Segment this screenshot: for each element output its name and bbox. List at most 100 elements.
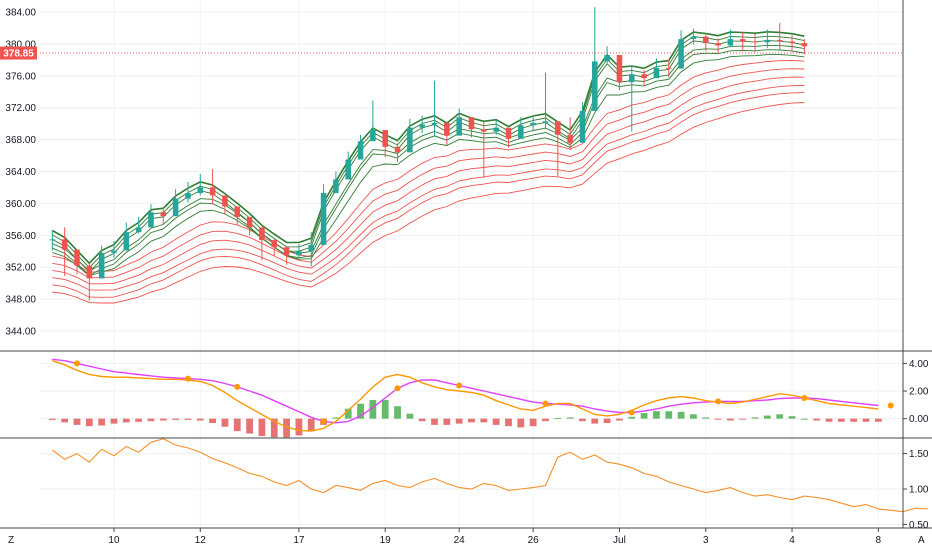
macd-histogram-bar — [788, 416, 796, 419]
candle-up[interactable] — [345, 159, 351, 180]
candle-down[interactable] — [789, 41, 795, 44]
candle-up[interactable] — [135, 227, 142, 233]
macd-histogram-bar — [443, 418, 451, 425]
macd-histogram-bar — [61, 418, 69, 423]
candle-up[interactable] — [493, 127, 499, 132]
macd-histogram-bar — [455, 418, 463, 424]
macd-histogram-bar — [702, 417, 710, 419]
candle-down[interactable] — [259, 227, 265, 241]
candle-up[interactable] — [333, 179, 339, 194]
candle-down[interactable] — [641, 74, 647, 79]
axes-layer: 384.00380.00376.00372.00368.00364.00360.… — [5, 7, 928, 546]
current-price-tag: 378.85 — [0, 46, 37, 60]
candle-up[interactable] — [518, 125, 524, 139]
candle-up[interactable] — [456, 117, 462, 136]
cross-marker — [394, 385, 401, 392]
candle-up[interactable] — [542, 121, 549, 123]
price-tick-label: 364.00 — [5, 167, 36, 178]
price-tick-label: 344.00 — [5, 327, 36, 338]
candle-down[interactable] — [61, 239, 68, 250]
candle-up[interactable] — [431, 122, 438, 125]
candle-up[interactable] — [111, 250, 117, 253]
fast-ma-line — [52, 54, 805, 277]
candle-up[interactable] — [172, 198, 179, 217]
macd-histogram-bar — [381, 400, 389, 419]
candle-up[interactable] — [296, 251, 302, 256]
price-tick-label: 384.00 — [5, 7, 36, 18]
candle-down[interactable] — [271, 240, 278, 248]
candle-down[interactable] — [160, 212, 167, 217]
macd-histogram-bar — [616, 418, 623, 421]
time-tick-label: 19 — [380, 535, 392, 546]
macd-histogram-bar — [258, 418, 266, 437]
candle-down[interactable] — [776, 39, 783, 42]
candle-up[interactable] — [197, 187, 204, 194]
macd-histogram-bar — [653, 411, 660, 419]
candle-up[interactable] — [49, 239, 56, 241]
candle-down[interactable] — [468, 117, 475, 130]
macd-histogram-bar — [369, 400, 377, 419]
cross-marker — [628, 409, 635, 416]
lower-tick-label: 0.50 — [909, 520, 929, 531]
candle-down[interactable] — [481, 129, 487, 132]
candle-down[interactable] — [555, 121, 561, 135]
candle-down[interactable] — [222, 195, 228, 207]
candle-down[interactable] — [665, 67, 672, 69]
candle-up[interactable] — [592, 61, 598, 111]
candle-down[interactable] — [86, 265, 93, 279]
candle-down[interactable] — [739, 39, 746, 42]
candle-down[interactable] — [283, 247, 290, 256]
macd-histogram-bar — [332, 417, 340, 419]
candle-down[interactable] — [209, 187, 216, 196]
candle-down[interactable] — [715, 43, 721, 46]
candle-up[interactable] — [308, 244, 315, 252]
footer-right[interactable]: A — [918, 535, 925, 546]
candle-up[interactable] — [628, 74, 635, 83]
candle-up[interactable] — [764, 39, 771, 43]
candles-layer — [49, 7, 808, 301]
macd-histogram-bar — [468, 418, 475, 423]
candle-up[interactable] — [148, 212, 154, 228]
candle-down[interactable] — [567, 134, 573, 143]
macd-histogram-bar — [73, 418, 81, 425]
candle-up[interactable] — [690, 36, 697, 40]
candle-down[interactable] — [234, 206, 241, 217]
time-tick-label: 8 — [876, 535, 882, 546]
candle-up[interactable] — [653, 67, 660, 79]
candle-down[interactable] — [74, 249, 80, 266]
candle-up[interactable] — [678, 39, 684, 69]
candle-up[interactable] — [579, 110, 586, 143]
candle-down[interactable] — [394, 146, 401, 153]
macd-histogram-bar — [665, 411, 673, 419]
auto-scale-button[interactable]: Z — [8, 535, 14, 546]
candle-down[interactable] — [505, 127, 512, 139]
candle-up[interactable] — [419, 124, 425, 128]
candle-up[interactable] — [530, 122, 536, 126]
candle-up[interactable] — [185, 193, 191, 199]
candle-down[interactable] — [246, 216, 253, 228]
candle-up[interactable] — [357, 141, 364, 160]
ma-ribbon-layer — [51, 30, 805, 304]
candle-up[interactable] — [123, 232, 130, 251]
log-scale-button[interactable]: A — [918, 535, 925, 546]
slow-ma-line — [52, 102, 805, 304]
candle-down[interactable] — [616, 55, 623, 83]
macd-histogram-bar — [628, 416, 636, 419]
macd-histogram-bar — [406, 413, 414, 419]
candle-down[interactable] — [702, 36, 709, 44]
footer-left[interactable]: Z — [8, 535, 14, 546]
candle-up[interactable] — [98, 252, 105, 279]
candle-up[interactable] — [727, 39, 734, 46]
candle-up[interactable] — [604, 55, 610, 62]
candle-down[interactable] — [752, 41, 758, 43]
candle-down[interactable] — [382, 130, 388, 147]
candle-up[interactable] — [320, 193, 327, 245]
fast-ma-line — [52, 44, 805, 272]
candle-down[interactable] — [444, 122, 450, 136]
time-tick-label: Jul — [613, 535, 626, 546]
candle-down[interactable] — [801, 43, 808, 47]
candle-up[interactable] — [370, 130, 376, 142]
candle-up[interactable] — [407, 127, 413, 153]
